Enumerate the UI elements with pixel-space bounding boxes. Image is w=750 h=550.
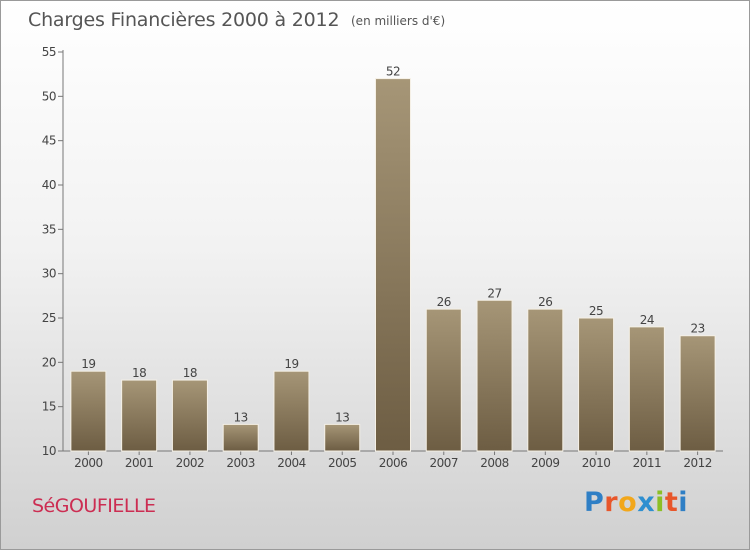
bar-value-label: 26 [437, 295, 451, 309]
y-tick-label: 30 [42, 267, 56, 281]
x-tick-label: 2009 [531, 456, 560, 470]
y-tick-label: 35 [42, 222, 56, 236]
chart-subtitle: (en milliers d'€) [351, 14, 446, 28]
bar-2003 [222, 423, 259, 452]
logo-letter: t [664, 487, 679, 518]
bar-value-label: 19 [284, 357, 298, 371]
bar-value-label: 13 [234, 410, 248, 424]
x-tick-label: 2000 [74, 456, 103, 470]
y-tick-label: 55 [42, 45, 56, 59]
bar-2005 [324, 423, 361, 452]
y-tick-label: 25 [42, 311, 56, 325]
bars: 19 18 18 13 19 13 52 26 27 26 25 24 23 [70, 65, 716, 452]
chart-title: Charges Financières 2000 à 2012 [28, 9, 340, 31]
bar-value-label: 18 [132, 366, 146, 380]
y-tick-label: 45 [42, 134, 56, 148]
commune-name: SéGOUFIELLE [32, 495, 156, 517]
bar-2004 [273, 370, 310, 452]
logo-letter: r [604, 487, 619, 518]
x-axis: 2000 2001 2002 2003 2004 2005 2006 2007 2008 2009… [63, 450, 723, 470]
bar-value-label: 19 [81, 357, 95, 371]
bar-2010 [578, 317, 615, 452]
y-axis: 10 15 20 25 30 35 40 45 50 55 [42, 45, 64, 458]
x-tick-label: 2008 [480, 456, 509, 470]
bar-value-label: 27 [487, 286, 501, 300]
logo-letter: i [655, 487, 665, 518]
y-tick-label: 40 [42, 178, 56, 192]
bar-2001 [121, 379, 158, 452]
proxiti-logo[interactable]: Proxiti [584, 487, 688, 518]
x-tick-label: 2010 [582, 456, 611, 470]
bar-2012 [679, 335, 716, 452]
bar-2000 [70, 370, 107, 452]
y-tick-label: 50 [42, 89, 56, 103]
bar-2008 [476, 299, 513, 452]
x-tick-label: 2011 [633, 456, 662, 470]
x-tick-label: 2006 [379, 456, 408, 470]
bar-value-label: 18 [183, 366, 197, 380]
bar-value-label: 13 [335, 410, 349, 424]
logo-letter: o [618, 487, 638, 518]
bar-2007 [425, 308, 462, 452]
x-tick-label: 2002 [176, 456, 205, 470]
bar-value-label: 25 [589, 304, 603, 318]
bar-value-label: 24 [640, 313, 654, 327]
bar-2011 [628, 326, 665, 452]
x-tick-label: 2012 [683, 456, 712, 470]
bar-2002 [171, 379, 208, 452]
logo-letter: i [678, 487, 689, 518]
bar-value-label: 52 [386, 65, 400, 79]
x-tick-label: 2001 [125, 456, 154, 470]
bar-value-label: 26 [538, 295, 552, 309]
bar-2009 [527, 308, 564, 452]
bar-2006 [375, 78, 411, 452]
logo-letter: P [584, 487, 605, 518]
x-tick-label: 2003 [226, 456, 255, 470]
x-tick-label: 2007 [429, 456, 458, 470]
logo-letter: x [637, 487, 656, 518]
y-tick-label: 15 [42, 400, 56, 414]
x-tick-label: 2005 [328, 456, 357, 470]
y-tick-label: 10 [42, 444, 56, 458]
x-tick-label: 2004 [277, 456, 306, 470]
y-tick-label: 20 [42, 355, 56, 369]
bar-value-label: 23 [690, 322, 704, 336]
